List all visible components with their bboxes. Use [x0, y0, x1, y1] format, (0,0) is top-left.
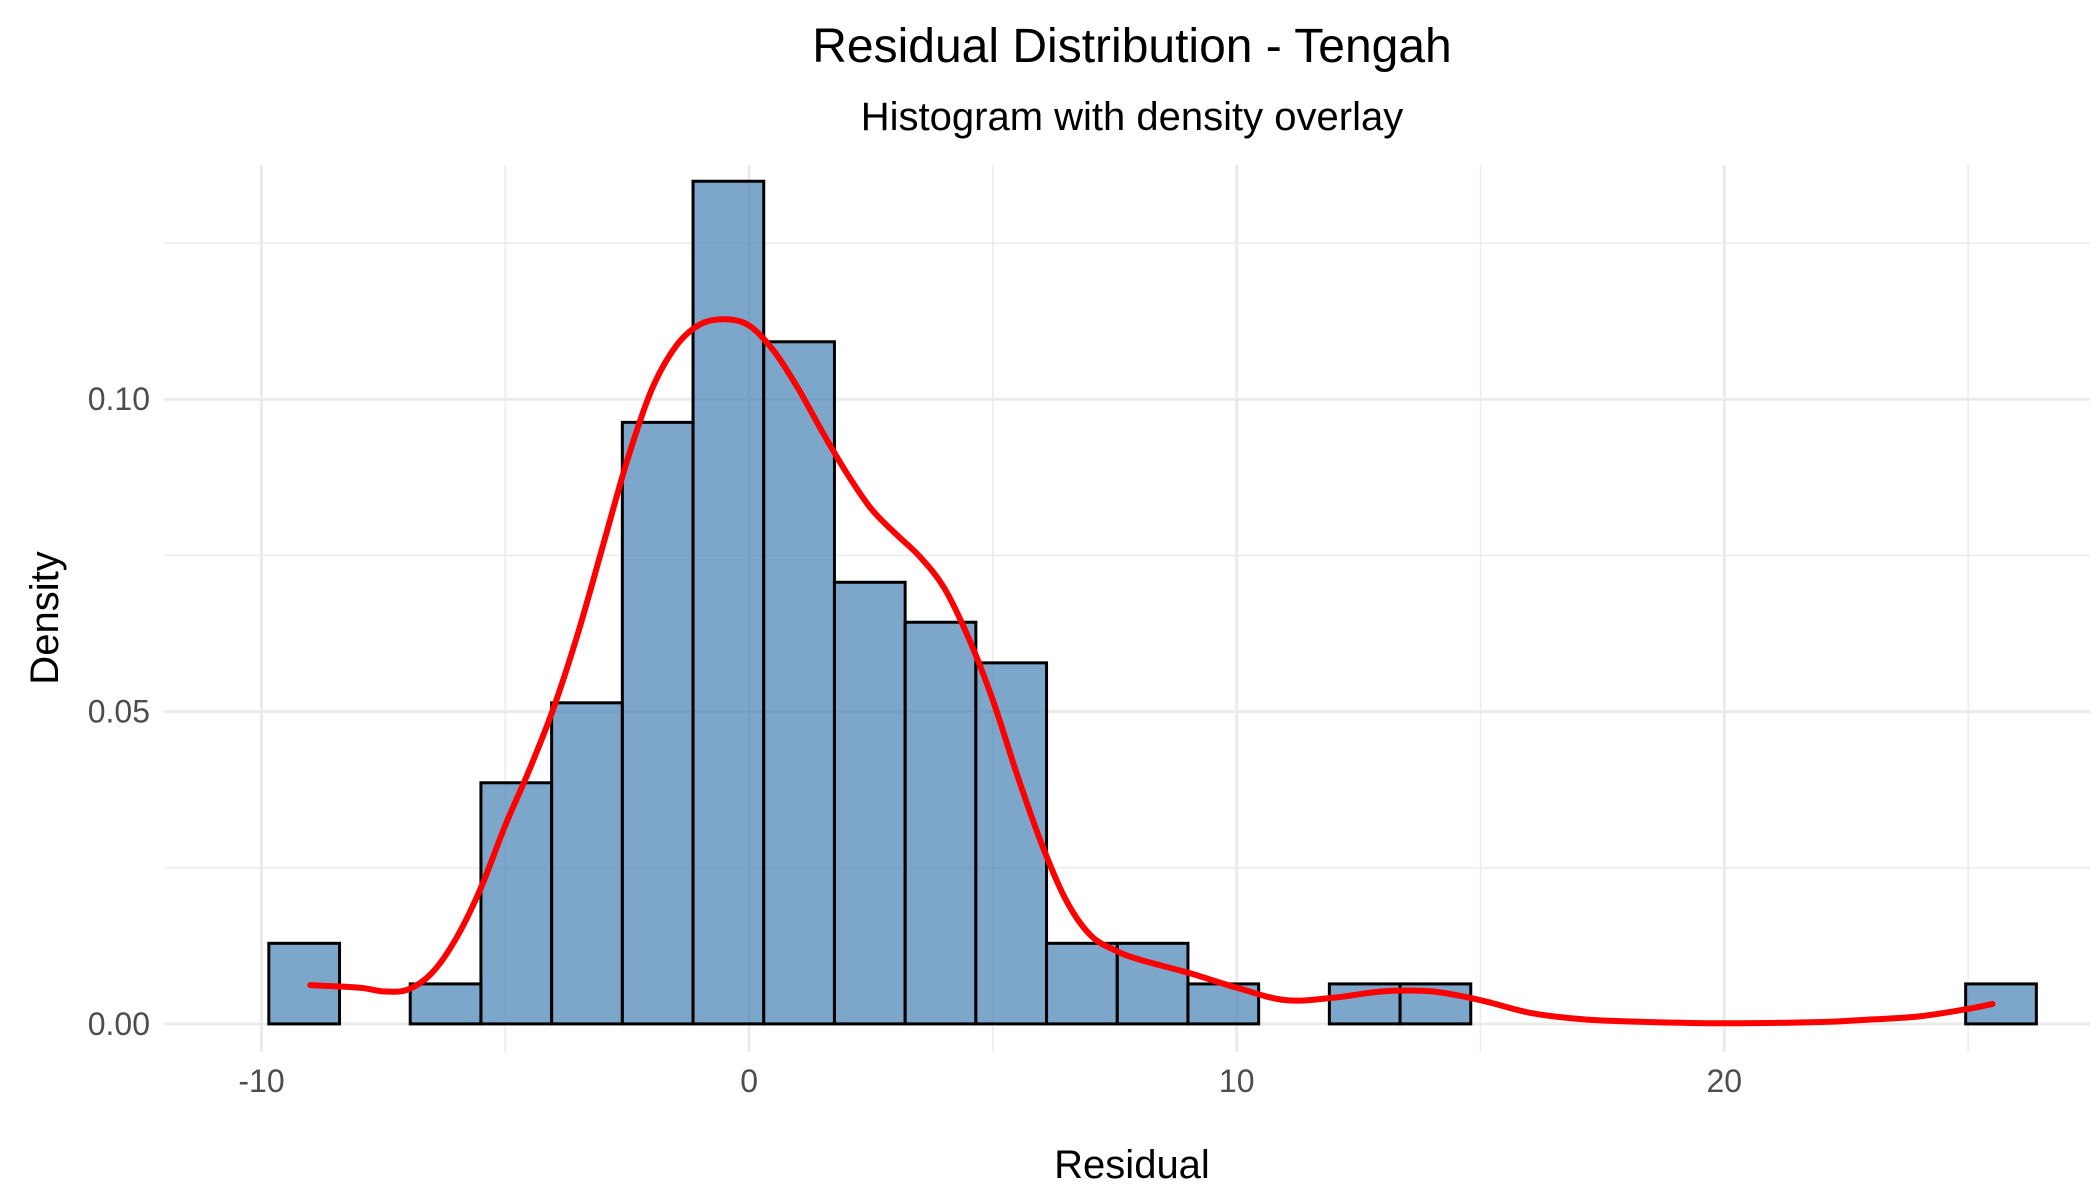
histogram-bar — [1964, 982, 2038, 1026]
histogram-bars — [267, 179, 2038, 1026]
x-tick-label: -10 — [238, 1063, 284, 1099]
chart-subtitle: Histogram with density overlay — [861, 95, 1403, 139]
histogram-bar — [620, 420, 695, 1026]
histogram-bar — [550, 701, 624, 1026]
y-tick-label: 0.00 — [88, 1006, 150, 1042]
x-tick-label: 10 — [1219, 1063, 1255, 1099]
y-axis-title: Density — [23, 551, 67, 684]
density-curve — [307, 316, 1996, 1027]
histogram-bar — [832, 580, 907, 1026]
histogram-bar — [974, 661, 1049, 1026]
histogram-bar — [691, 179, 766, 1026]
histogram-bar — [479, 781, 554, 1026]
x-tick-label: 20 — [1707, 1063, 1743, 1099]
y-tick-label: 0.10 — [88, 381, 150, 417]
grid-lines — [164, 165, 2090, 1052]
chart-title: Residual Distribution - Tengah — [812, 20, 1451, 73]
y-axis-ticks: 0.00 0.05 0.10 — [88, 381, 150, 1042]
y-tick-label: 0.05 — [88, 694, 150, 730]
density-curve-layer — [307, 316, 1996, 1027]
histogram-bar — [903, 620, 978, 1026]
histogram-bar — [408, 982, 483, 1026]
x-axis-title: Residual — [1054, 1143, 1210, 1187]
x-tick-label: 0 — [740, 1063, 758, 1099]
x-axis-ticks: -10 0 10 20 — [238, 1063, 1742, 1099]
histogram-bar — [1045, 941, 1119, 1026]
histogram-bar — [762, 340, 836, 1026]
